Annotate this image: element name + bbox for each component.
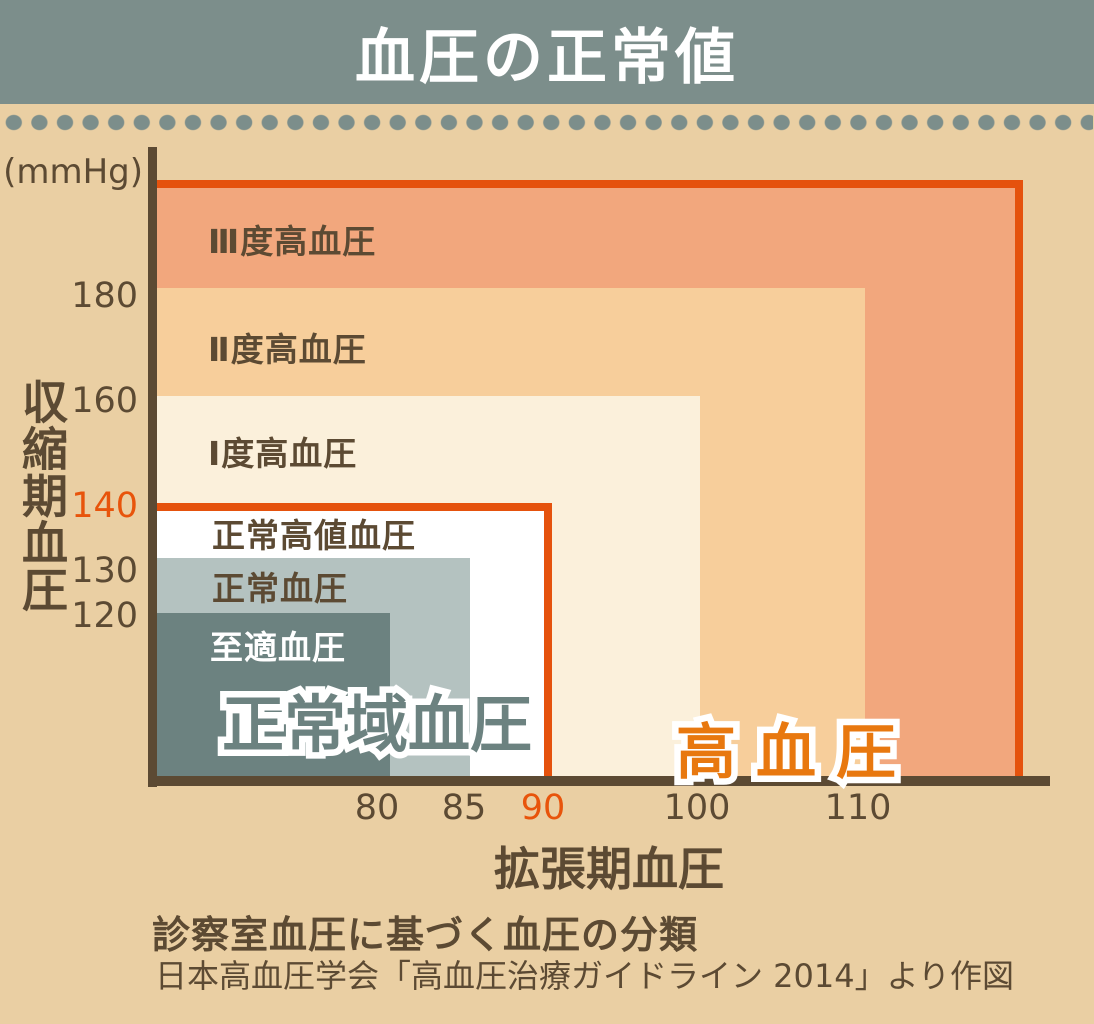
y-axis-unit: (mmHg) [3,152,143,192]
zone-label-grade3: Ⅲ度高血圧 [208,222,377,261]
y-tick-160: 160 [71,381,138,421]
x-tick-100: 100 [663,788,731,828]
zone-label-high-normal: 正常高値血圧 [212,516,416,555]
x-tick-90: 90 [520,788,566,828]
y-tick-120: 120 [71,596,138,636]
title-banner: 血圧の正常値 [0,0,1094,104]
zone-label-optimal: 至適血圧 [210,628,346,667]
group-label-normal-range: 正常域血圧 正常域血圧 [215,674,538,768]
caption-source: 日本高血圧学会「高血圧治療ガイドライン 2014」より作図 [155,957,1014,995]
y-tick-130: 130 [71,551,138,591]
x-tick-85: 85 [441,788,487,828]
dotted-divider [1,113,1093,132]
x-axis-line [148,776,1050,786]
zone-label-grade1: Ⅰ度高血圧 [208,434,358,473]
x-axis-title: 拡張期血圧 [494,842,724,896]
group-label-hypertension-text: 高血圧 [676,718,916,788]
y-tick-140: 140 [71,486,138,526]
x-tick-80: 80 [354,788,400,828]
caption-title: 診察室血圧に基づく血圧の分類 [152,913,699,957]
x-tick-110: 110 [824,788,892,828]
group-label-hypertension-outline: 高血圧 [670,712,916,795]
y-axis-title: 収縮期血圧 [15,378,69,613]
zone-label-grade2: Ⅱ度高血圧 [208,330,367,369]
zone-optimal [155,613,390,776]
page-title: 血圧の正常値 [355,22,739,93]
group-label-hypertension: 高血圧 高血圧 [670,704,916,795]
group-label-normal-range-outline: 正常域血圧 [215,682,538,768]
y-axis-line [148,147,157,787]
zone-label-normal: 正常血圧 [212,569,348,608]
group-label-normal-range-text: 正常域血圧 [222,688,533,761]
y-tick-180: 180 [71,276,138,316]
